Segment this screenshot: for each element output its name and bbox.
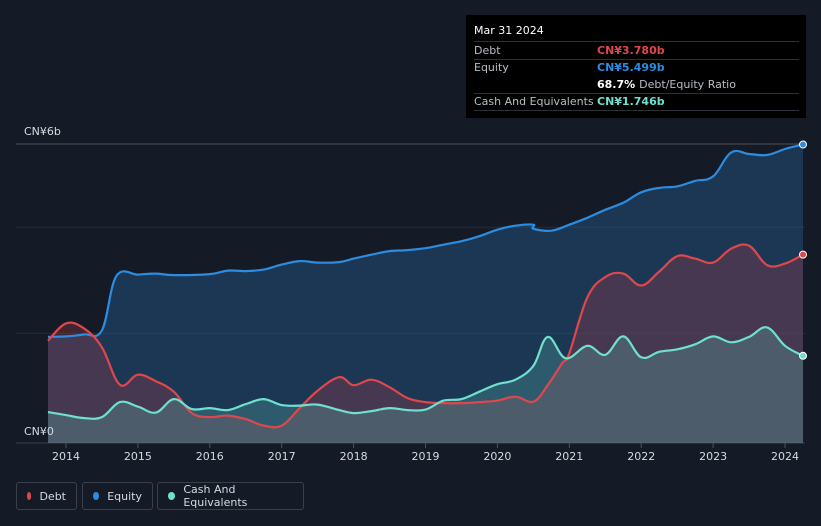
x-tick-label: 2020	[483, 450, 511, 463]
tooltip-debt-label: Debt	[474, 43, 501, 57]
x-axis-ticks: 2014 2015 2016 2017 2018 2019 2020 2021 2022 2023…	[52, 443, 799, 463]
end-markers	[799, 140, 807, 360]
debt-area	[48, 244, 803, 443]
tooltip-ratio-value: 68.7%	[597, 77, 636, 91]
tooltip-row-cash: Cash And Equivalents CN¥1.746b	[474, 92, 799, 111]
legend-item-debt[interactable]: Debt	[16, 482, 77, 510]
equity-line	[47, 143, 804, 338]
cash-and-equivalents-end-marker	[799, 351, 807, 360]
x-tick-label: 2017	[268, 450, 296, 463]
x-tick-label: 2022	[627, 450, 655, 463]
equity-area	[48, 144, 803, 443]
tooltip-cash-value: CN¥1.746b	[597, 95, 665, 109]
debt-end-marker	[799, 250, 807, 259]
series-lines	[47, 143, 804, 429]
legend-dot-equity	[93, 492, 100, 500]
tooltip-row-debt: Debt CN¥3.780b	[474, 41, 799, 59]
series-areas	[48, 144, 803, 443]
legend-label-debt: Debt	[39, 489, 66, 503]
tooltip-debt-value: CN¥3.780b	[597, 43, 665, 57]
legend-dot-cash	[168, 492, 176, 500]
x-tick-label: 2016	[196, 450, 224, 463]
legend-label-equity: Equity	[107, 489, 142, 503]
x-tick-label: 2023	[699, 450, 727, 463]
x-tick-label: 2015	[124, 450, 152, 463]
legend-label-cash: Cash And Equivalents	[183, 483, 248, 509]
debt-line	[47, 243, 804, 429]
x-tick-label: 2019	[412, 450, 440, 463]
cash-and-equivalents-line	[47, 326, 804, 420]
legend-item-cash[interactable]: Cash And Equivalents	[157, 482, 304, 510]
y-axis-bottom-label: CN¥0	[24, 425, 54, 438]
tooltip-row-ratio: 68.7% Debt/Equity Ratio	[474, 76, 799, 93]
tooltip-equity-label: Equity	[474, 61, 509, 75]
y-axis-top-label: CN¥6b	[24, 125, 61, 138]
tooltip-ratio-label: Debt/Equity Ratio	[639, 77, 736, 91]
tooltip-date: Mar 31 2024	[474, 24, 544, 37]
hover-tooltip: Mar 31 2024 Debt CN¥3.780b Equity CN¥5.4…	[466, 15, 806, 118]
gridlines	[16, 143, 805, 444]
tooltip-equity-value: CN¥5.499b	[597, 61, 665, 75]
tooltip-row-equity: Equity CN¥5.499b	[474, 58, 799, 77]
tooltip-cash-label: Cash And Equivalents	[474, 95, 594, 109]
x-tick-label: 2021	[555, 450, 583, 463]
legend-item-equity[interactable]: Equity	[82, 482, 153, 510]
legend-dot-debt	[27, 492, 32, 500]
cash-and-equivalents-area	[48, 327, 803, 443]
equity-end-marker	[799, 140, 807, 149]
x-tick-label: 2024	[771, 450, 799, 463]
x-tick-label: 2014	[52, 450, 80, 463]
x-tick-label: 2018	[340, 450, 368, 463]
